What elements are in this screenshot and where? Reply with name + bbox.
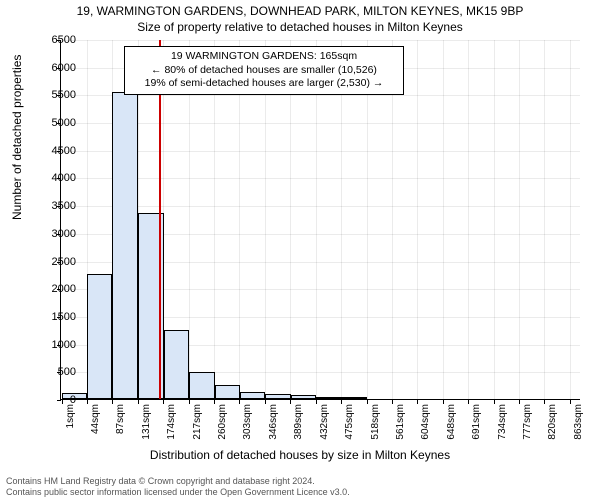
grid-line-h <box>61 151 580 152</box>
xtick-label: 777sqm <box>522 404 533 440</box>
xtick-label: 475sqm <box>344 404 355 440</box>
histogram-bar <box>189 372 214 399</box>
ytick-label: 1000 <box>36 339 76 351</box>
grid-line-h <box>61 123 580 124</box>
xtick-mark <box>392 400 393 404</box>
xtick-label: 691sqm <box>471 404 482 440</box>
xtick-mark <box>87 400 88 404</box>
title-sub: Size of property relative to detached ho… <box>0 18 600 34</box>
histogram-bar <box>265 394 290 399</box>
ytick-label: 2000 <box>36 283 76 295</box>
xtick-label: 217sqm <box>192 404 203 440</box>
xtick-label: 561sqm <box>395 404 406 440</box>
xtick-mark <box>163 400 164 404</box>
ytick-label: 6000 <box>36 62 76 74</box>
grid-line-v <box>443 40 444 399</box>
histogram-bar <box>342 397 367 399</box>
title-main: 19, WARMINGTON GARDENS, DOWNHEAD PARK, M… <box>0 0 600 18</box>
xtick-mark <box>265 400 266 404</box>
histogram-bar <box>112 92 137 399</box>
ytick-label: 6500 <box>36 34 76 46</box>
footer-line2: Contains public sector information licen… <box>6 487 350 498</box>
xtick-label: 863sqm <box>573 404 584 440</box>
xtick-label: 260sqm <box>217 404 228 440</box>
ytick-label: 0 <box>36 394 76 406</box>
footer: Contains HM Land Registry data © Crown c… <box>6 476 350 498</box>
xtick-label: 303sqm <box>242 404 253 440</box>
annotation-line3: 19% of semi-detached houses are larger (… <box>131 77 397 91</box>
xtick-label: 604sqm <box>420 404 431 440</box>
xtick-label: 346sqm <box>268 404 279 440</box>
xtick-mark <box>316 400 317 404</box>
chart-area: 1sqm44sqm87sqm131sqm174sqm217sqm260sqm30… <box>60 40 580 400</box>
xtick-mark <box>544 400 545 404</box>
grid-line-h <box>61 40 580 41</box>
xtick-label: 432sqm <box>319 404 330 440</box>
xtick-mark <box>341 400 342 404</box>
ytick-label: 2500 <box>36 256 76 268</box>
histogram-bar <box>87 274 112 399</box>
ytick-label: 3000 <box>36 228 76 240</box>
histogram-bar <box>291 395 316 399</box>
annotation-line2: ← 80% of detached houses are smaller (10… <box>131 64 397 78</box>
grid-line-v <box>544 40 545 399</box>
histogram-bar <box>316 397 341 399</box>
grid-line-h <box>61 95 580 96</box>
xtick-mark <box>367 400 368 404</box>
annotation-box: 19 WARMINGTON GARDENS: 165sqm ← 80% of d… <box>124 46 404 95</box>
ytick-label: 5000 <box>36 117 76 129</box>
xtick-mark <box>138 400 139 404</box>
ytick-label: 4000 <box>36 172 76 184</box>
xtick-label: 820sqm <box>547 404 558 440</box>
xtick-mark <box>570 400 571 404</box>
xtick-label: 174sqm <box>166 404 177 440</box>
xtick-label: 648sqm <box>446 404 457 440</box>
grid-line-h <box>61 178 580 179</box>
annotation-line1: 19 WARMINGTON GARDENS: 165sqm <box>131 50 397 64</box>
xtick-mark <box>112 400 113 404</box>
xtick-label: 518sqm <box>370 404 381 440</box>
histogram-bar <box>215 385 240 399</box>
xtick-label: 87sqm <box>115 404 126 434</box>
grid-line-v <box>417 40 418 399</box>
xtick-mark <box>417 400 418 404</box>
ytick-label: 4500 <box>36 145 76 157</box>
xtick-mark <box>290 400 291 404</box>
histogram-bar <box>240 392 265 399</box>
ytick-label: 3500 <box>36 200 76 212</box>
grid-line-v <box>570 40 571 399</box>
xtick-label: 44sqm <box>90 404 101 434</box>
xtick-label: 734sqm <box>497 404 508 440</box>
y-axis-label: Number of detached properties <box>10 55 24 220</box>
xtick-mark <box>519 400 520 404</box>
x-axis-label: Distribution of detached houses by size … <box>0 448 600 462</box>
footer-line1: Contains HM Land Registry data © Crown c… <box>6 476 350 487</box>
histogram-bar <box>164 330 189 399</box>
ytick-label: 500 <box>36 366 76 378</box>
grid-line-v <box>519 40 520 399</box>
xtick-label: 131sqm <box>141 404 152 440</box>
ytick-label: 5500 <box>36 89 76 101</box>
xtick-mark <box>443 400 444 404</box>
grid-line-h <box>61 206 580 207</box>
ytick-label: 1500 <box>36 311 76 323</box>
xtick-mark <box>239 400 240 404</box>
xtick-mark <box>468 400 469 404</box>
xtick-label: 389sqm <box>293 404 304 440</box>
xtick-mark <box>494 400 495 404</box>
xtick-mark <box>214 400 215 404</box>
xtick-label: 1sqm <box>65 404 76 428</box>
xtick-mark <box>189 400 190 404</box>
grid-line-v <box>468 40 469 399</box>
chart-container: 19, WARMINGTON GARDENS, DOWNHEAD PARK, M… <box>0 0 600 500</box>
grid-line-v <box>494 40 495 399</box>
